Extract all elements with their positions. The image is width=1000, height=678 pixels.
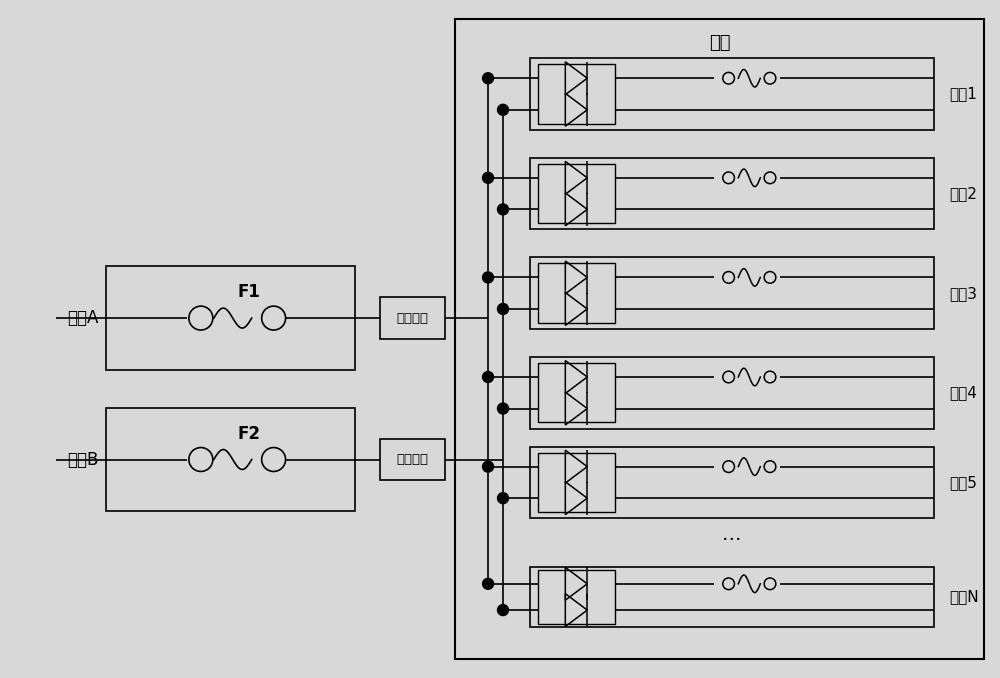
Text: 电源A: 电源A [67, 309, 98, 327]
Circle shape [498, 104, 508, 115]
Bar [530, 447, 934, 518]
Bar [380, 439, 445, 481]
Bar [106, 407, 355, 511]
Circle shape [498, 304, 508, 315]
Circle shape [498, 403, 508, 414]
Text: F2: F2 [237, 424, 260, 443]
Bar [106, 266, 355, 370]
Text: …: … [722, 525, 742, 544]
Text: 电源B: 电源B [67, 450, 98, 468]
Circle shape [483, 461, 494, 472]
Text: 保护电路: 保护电路 [397, 312, 429, 325]
Text: 保护电路: 保护电路 [397, 453, 429, 466]
Bar [530, 258, 934, 329]
Bar [538, 570, 615, 624]
Text: F1: F1 [237, 283, 260, 301]
Circle shape [498, 493, 508, 504]
Bar [538, 453, 615, 512]
Bar [538, 164, 615, 223]
Text: 槽位N: 槽位N [949, 589, 978, 605]
Circle shape [483, 73, 494, 83]
Circle shape [483, 372, 494, 382]
Bar [538, 264, 615, 323]
Text: 槽位4: 槽位4 [949, 385, 977, 400]
Text: 槽位3: 槽位3 [949, 285, 977, 300]
Bar [530, 58, 934, 130]
Bar [455, 19, 984, 659]
Text: 槽位1: 槽位1 [949, 87, 977, 102]
Circle shape [498, 605, 508, 616]
Text: 槽位2: 槽位2 [949, 186, 977, 201]
Circle shape [483, 172, 494, 183]
Bar [530, 357, 934, 428]
Bar [538, 64, 615, 123]
Text: 槽位5: 槽位5 [949, 475, 977, 490]
Bar [380, 297, 445, 339]
Circle shape [483, 272, 494, 283]
Bar [530, 567, 934, 627]
Circle shape [498, 204, 508, 215]
Circle shape [483, 578, 494, 589]
Text: 背板: 背板 [709, 35, 730, 52]
Bar [538, 363, 615, 422]
Bar [530, 158, 934, 229]
